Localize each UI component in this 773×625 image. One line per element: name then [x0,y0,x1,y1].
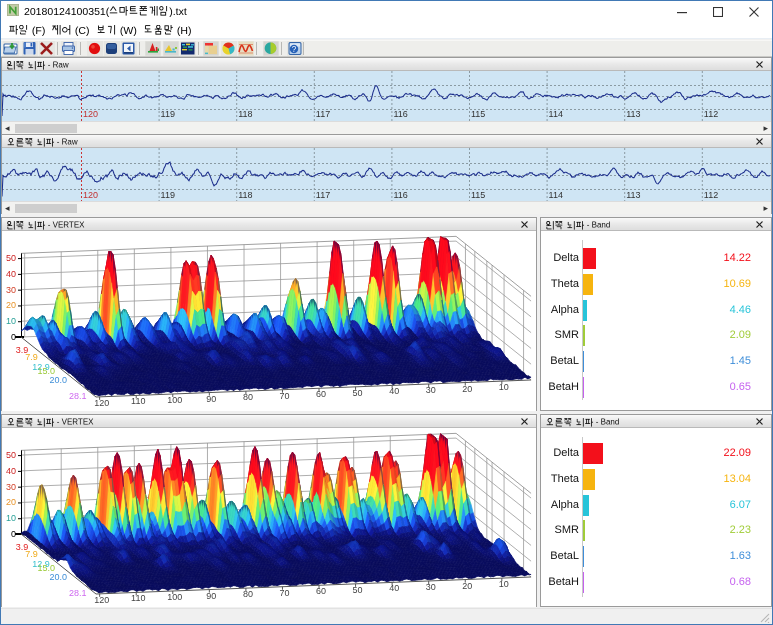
svg-text:?: ? [292,45,297,54]
